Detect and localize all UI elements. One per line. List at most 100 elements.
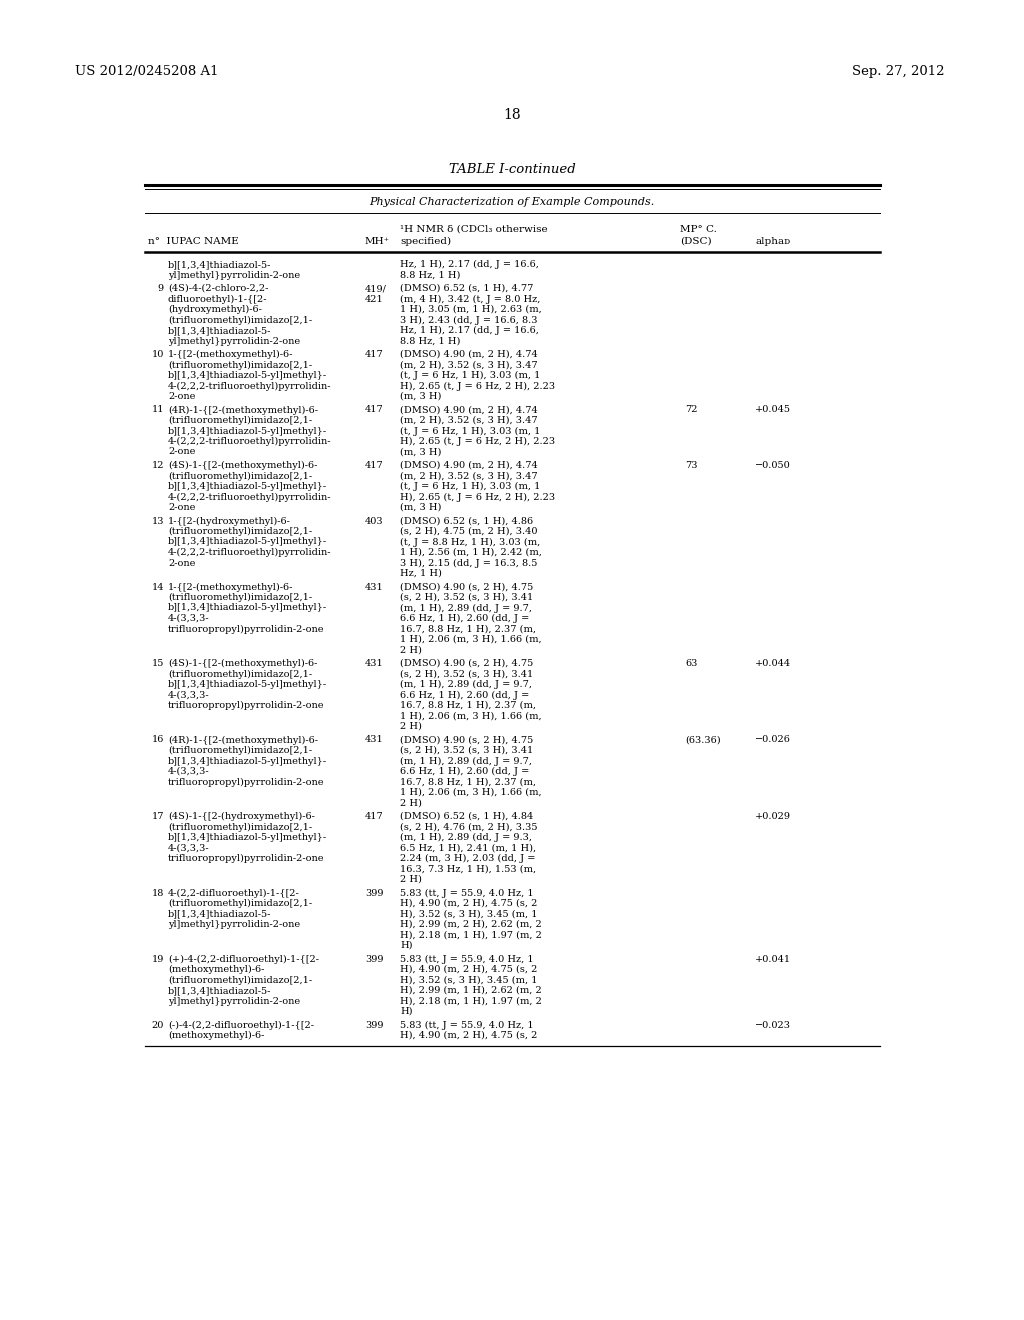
Text: (4S)-1-{[2-(methoxymethyl)-6-: (4S)-1-{[2-(methoxymethyl)-6- [168,461,317,470]
Text: yl]methyl}pyrrolidin-2-one: yl]methyl}pyrrolidin-2-one [168,920,300,929]
Text: specified): specified) [400,238,452,246]
Text: −0.023: −0.023 [755,1020,791,1030]
Text: 9: 9 [158,284,164,293]
Text: b][1,3,4]thiadiazol-5-yl]methyl}-: b][1,3,4]thiadiazol-5-yl]methyl}- [168,482,327,491]
Text: (m, 4 H), 3.42 (t, J = 8.0 Hz,: (m, 4 H), 3.42 (t, J = 8.0 Hz, [400,294,541,304]
Text: +0.045: +0.045 [755,405,791,414]
Text: MH⁺: MH⁺ [365,238,390,246]
Text: (s, 2 H), 3.52 (s, 3 H), 3.41: (s, 2 H), 3.52 (s, 3 H), 3.41 [400,746,534,755]
Text: b][1,3,4]thiadiazol-5-: b][1,3,4]thiadiazol-5- [168,986,271,995]
Text: 2 H): 2 H) [400,722,422,731]
Text: 399: 399 [365,954,384,964]
Text: 2 H): 2 H) [400,645,422,655]
Text: 1 H), 2.06 (m, 3 H), 1.66 (m,: 1 H), 2.06 (m, 3 H), 1.66 (m, [400,788,542,797]
Text: 4-(2,2,2-trifluoroethyl)pyrrolidin-: 4-(2,2,2-trifluoroethyl)pyrrolidin- [168,437,332,446]
Text: (m, 1 H), 2.89 (dd, J = 9.3,: (m, 1 H), 2.89 (dd, J = 9.3, [400,833,532,842]
Text: H), 2.65 (t, J = 6 Hz, 2 H), 2.23: H), 2.65 (t, J = 6 Hz, 2 H), 2.23 [400,492,555,502]
Text: (DMSO) 4.90 (s, 2 H), 4.75: (DMSO) 4.90 (s, 2 H), 4.75 [400,659,534,668]
Text: 4-(3,3,3-: 4-(3,3,3- [168,767,210,776]
Text: yl]methyl}pyrrolidin-2-one: yl]methyl}pyrrolidin-2-one [168,271,300,280]
Text: (trifluoromethyl)imidazo[2,1-: (trifluoromethyl)imidazo[2,1- [168,527,312,536]
Text: ¹H NMR δ (CDCl₃ otherwise: ¹H NMR δ (CDCl₃ otherwise [400,224,548,234]
Text: 4-(2,2-difluoroethyl)-1-{[2-: 4-(2,2-difluoroethyl)-1-{[2- [168,888,300,898]
Text: 18: 18 [503,108,521,121]
Text: (trifluoromethyl)imidazo[2,1-: (trifluoromethyl)imidazo[2,1- [168,822,312,832]
Text: (s, 2 H), 3.52 (s, 3 H), 3.41: (s, 2 H), 3.52 (s, 3 H), 3.41 [400,669,534,678]
Text: 1 H), 2.06 (m, 3 H), 1.66 (m,: 1 H), 2.06 (m, 3 H), 1.66 (m, [400,711,542,721]
Text: 1 H), 2.06 (m, 3 H), 1.66 (m,: 1 H), 2.06 (m, 3 H), 1.66 (m, [400,635,542,644]
Text: (DMSO) 4.90 (m, 2 H), 4.74: (DMSO) 4.90 (m, 2 H), 4.74 [400,461,538,470]
Text: Sep. 27, 2012: Sep. 27, 2012 [853,65,945,78]
Text: 16.7, 8.8 Hz, 1 H), 2.37 (m,: 16.7, 8.8 Hz, 1 H), 2.37 (m, [400,624,536,634]
Text: 63: 63 [685,659,697,668]
Text: trifluoropropyl)pyrrolidin-2-one: trifluoropropyl)pyrrolidin-2-one [168,701,325,710]
Text: H), 2.18 (m, 1 H), 1.97 (m, 2: H), 2.18 (m, 1 H), 1.97 (m, 2 [400,997,542,1006]
Text: 431: 431 [365,735,384,744]
Text: H), 2.99 (m, 2 H), 2.62 (m, 2: H), 2.99 (m, 2 H), 2.62 (m, 2 [400,920,542,929]
Text: 15: 15 [152,659,164,668]
Text: 2-one: 2-one [168,503,196,512]
Text: (s, 2 H), 4.75 (m, 2 H), 3.40: (s, 2 H), 4.75 (m, 2 H), 3.40 [400,527,538,536]
Text: b][1,3,4]thiadiazol-5-: b][1,3,4]thiadiazol-5- [168,326,271,335]
Text: b][1,3,4]thiadiazol-5-yl]methyl}-: b][1,3,4]thiadiazol-5-yl]methyl}- [168,603,327,612]
Text: (63.36): (63.36) [685,735,721,744]
Text: 13: 13 [152,516,164,525]
Text: (DMSO) 6.52 (s, 1 H), 4.77: (DMSO) 6.52 (s, 1 H), 4.77 [400,284,534,293]
Text: yl]methyl}pyrrolidin-2-one: yl]methyl}pyrrolidin-2-one [168,337,300,346]
Text: +0.029: +0.029 [755,812,791,821]
Text: H), 3.52 (s, 3 H), 3.45 (m, 1: H), 3.52 (s, 3 H), 3.45 (m, 1 [400,975,538,985]
Text: 18: 18 [152,888,164,898]
Text: 4-(3,3,3-: 4-(3,3,3- [168,690,210,700]
Text: 431: 431 [365,582,384,591]
Text: 6.6 Hz, 1 H), 2.60 (dd, J =: 6.6 Hz, 1 H), 2.60 (dd, J = [400,614,529,623]
Text: 3 H), 2.15 (dd, J = 16.3, 8.5: 3 H), 2.15 (dd, J = 16.3, 8.5 [400,558,538,568]
Text: 16: 16 [152,735,164,744]
Text: 1 H), 3.05 (m, 1 H), 2.63 (m,: 1 H), 3.05 (m, 1 H), 2.63 (m, [400,305,542,314]
Text: 419/: 419/ [365,284,387,293]
Text: H), 4.90 (m, 2 H), 4.75 (s, 2: H), 4.90 (m, 2 H), 4.75 (s, 2 [400,899,538,908]
Text: (4R)-1-{[2-(methoxymethyl)-6-: (4R)-1-{[2-(methoxymethyl)-6- [168,405,318,414]
Text: (m, 3 H): (m, 3 H) [400,392,441,401]
Text: (m, 2 H), 3.52 (s, 3 H), 3.47: (m, 2 H), 3.52 (s, 3 H), 3.47 [400,416,538,425]
Text: 1-{[2-(hydroxymethyl)-6-: 1-{[2-(hydroxymethyl)-6- [168,516,291,525]
Text: (4S)-1-{[2-(methoxymethyl)-6-: (4S)-1-{[2-(methoxymethyl)-6- [168,659,317,668]
Text: (m, 1 H), 2.89 (dd, J = 9.7,: (m, 1 H), 2.89 (dd, J = 9.7, [400,756,532,766]
Text: (t, J = 6 Hz, 1 H), 3.03 (m, 1: (t, J = 6 Hz, 1 H), 3.03 (m, 1 [400,426,541,436]
Text: (trifluoromethyl)imidazo[2,1-: (trifluoromethyl)imidazo[2,1- [168,899,312,908]
Text: b][1,3,4]thiadiazol-5-yl]methyl}-: b][1,3,4]thiadiazol-5-yl]methyl}- [168,426,327,436]
Text: b][1,3,4]thiadiazol-5-yl]methyl}-: b][1,3,4]thiadiazol-5-yl]methyl}- [168,537,327,546]
Text: (m, 1 H), 2.89 (dd, J = 9.7,: (m, 1 H), 2.89 (dd, J = 9.7, [400,603,532,612]
Text: (trifluoromethyl)imidazo[2,1-: (trifluoromethyl)imidazo[2,1- [168,746,312,755]
Text: 20: 20 [152,1020,164,1030]
Text: (trifluoromethyl)imidazo[2,1-: (trifluoromethyl)imidazo[2,1- [168,471,312,480]
Text: 2-one: 2-one [168,558,196,568]
Text: 4-(2,2,2-trifluoroethyl)pyrrolidin-: 4-(2,2,2-trifluoroethyl)pyrrolidin- [168,548,332,557]
Text: 72: 72 [685,405,697,414]
Text: (DSC): (DSC) [680,238,712,246]
Text: (m, 3 H): (m, 3 H) [400,447,441,457]
Text: −0.026: −0.026 [755,735,791,744]
Text: 421: 421 [365,294,384,304]
Text: 8.8 Hz, 1 H): 8.8 Hz, 1 H) [400,337,461,346]
Text: 2 H): 2 H) [400,799,422,808]
Text: 5.83 (tt, J = 55.9, 4.0 Hz, 1: 5.83 (tt, J = 55.9, 4.0 Hz, 1 [400,954,534,964]
Text: 417: 417 [365,812,384,821]
Text: 2-one: 2-one [168,392,196,401]
Text: (m, 3 H): (m, 3 H) [400,503,441,512]
Text: b][1,3,4]thiadiazol-5-yl]methyl}-: b][1,3,4]thiadiazol-5-yl]methyl}- [168,756,327,766]
Text: (DMSO) 6.52 (s, 1 H), 4.84: (DMSO) 6.52 (s, 1 H), 4.84 [400,812,534,821]
Text: 2-one: 2-one [168,447,196,457]
Text: 431: 431 [365,659,384,668]
Text: 10: 10 [152,350,164,359]
Text: trifluoropropyl)pyrrolidin-2-one: trifluoropropyl)pyrrolidin-2-one [168,777,325,787]
Text: H), 2.65 (t, J = 6 Hz, 2 H), 2.23: H), 2.65 (t, J = 6 Hz, 2 H), 2.23 [400,437,555,446]
Text: (+)-4-(2,2-difluoroethyl)-1-{[2-: (+)-4-(2,2-difluoroethyl)-1-{[2- [168,954,319,964]
Text: 5.83 (tt, J = 55.9, 4.0 Hz, 1: 5.83 (tt, J = 55.9, 4.0 Hz, 1 [400,888,534,898]
Text: 16.3, 7.3 Hz, 1 H), 1.53 (m,: 16.3, 7.3 Hz, 1 H), 1.53 (m, [400,865,537,874]
Text: (DMSO) 4.90 (m, 2 H), 4.74: (DMSO) 4.90 (m, 2 H), 4.74 [400,405,538,414]
Text: 4-(2,2,2-trifluoroethyl)pyrrolidin-: 4-(2,2,2-trifluoroethyl)pyrrolidin- [168,381,332,391]
Text: +0.044: +0.044 [755,659,792,668]
Text: +0.041: +0.041 [755,954,792,964]
Text: 1-{[2-(methoxymethyl)-6-: 1-{[2-(methoxymethyl)-6- [168,350,293,359]
Text: (s, 2 H), 3.52 (s, 3 H), 3.41: (s, 2 H), 3.52 (s, 3 H), 3.41 [400,593,534,602]
